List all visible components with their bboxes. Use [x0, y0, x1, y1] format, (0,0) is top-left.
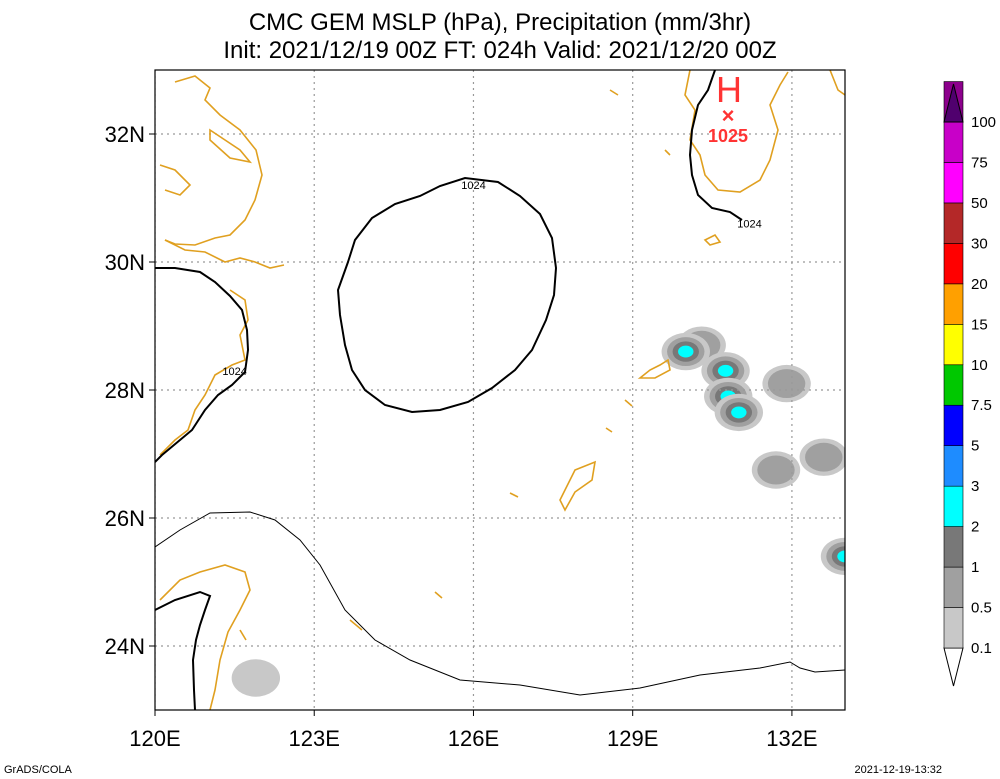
contour-label: 1024 [222, 366, 246, 378]
colorbar-segment [943, 162, 964, 204]
colorbar-label: 75 [971, 154, 988, 171]
colorbar-segment [943, 324, 964, 366]
colorbar-label: 0.5 [971, 600, 992, 617]
high-value: 1025 [708, 126, 748, 146]
coastline-estuary [159, 164, 192, 196]
precip-level-0 [231, 659, 281, 697]
high-pressure-center: H × 1025 [708, 69, 748, 146]
chart-title-line1: CMC GEM MSLP (hPa), Precipitation (mm/3h… [249, 9, 751, 36]
colorbar-label: 2 [971, 519, 979, 536]
coastlines [159, 70, 845, 710]
y-tick-label: 28N [105, 378, 145, 403]
precip-cell [751, 451, 801, 489]
high-letter: H [716, 69, 742, 110]
y-axis-ticks: 32N 30N 28N 26N 24N [105, 122, 155, 659]
contour-label: 1024 [737, 219, 761, 231]
colorbar-label: 20 [971, 276, 988, 293]
coastline-taiwan-strait [159, 564, 251, 710]
coastline-ryukyu-trench [155, 511, 845, 696]
x-tick-label: 123E [289, 726, 340, 751]
precip-cell [714, 393, 764, 432]
boundary-taiwan [155, 590, 212, 710]
coastline-amami [559, 399, 633, 512]
colorbar-label: 50 [971, 195, 988, 212]
colorbar-label: 5 [971, 438, 979, 455]
precip-cell [762, 364, 811, 403]
colorbar-upper-extend [943, 83, 964, 123]
footer-left: GrADS/COLA [4, 764, 73, 776]
footer-right: 2021-12-19-13:32 [855, 764, 942, 776]
colorbar-segment [943, 243, 964, 285]
coastline-hangzhou-bay [164, 239, 285, 269]
precip-level-3 [717, 364, 734, 377]
coastline-shanghai [164, 75, 263, 246]
precip-level-1 [805, 442, 843, 472]
x-axis-ticks: 120E 123E 126E 129E 132E [129, 710, 818, 751]
precip-cell [231, 659, 281, 697]
colorbar-segment [943, 526, 964, 568]
colorbar-segment [943, 121, 964, 163]
x-tick-label: 126E [448, 726, 499, 751]
map-area: 1024 1024 1024 H × 1025 [155, 69, 845, 710]
coastline-okinawa [239, 492, 519, 641]
y-tick-label: 26N [105, 506, 145, 531]
precipitation-layer [231, 326, 845, 697]
precip-cell [820, 537, 845, 576]
coastline-shikoku [829, 70, 845, 96]
y-tick-label: 30N [105, 250, 145, 275]
colorbar-label: 15 [971, 316, 988, 333]
colorbar-label: 3 [971, 478, 979, 495]
boundary-kyushu [688, 70, 743, 221]
chart-title-line2: Init: 2021/12/19 00Z FT: 024h Valid: 202… [223, 37, 776, 64]
land-boundaries [155, 70, 743, 710]
y-tick-label: 32N [105, 122, 145, 147]
high-marker-icon: × [722, 103, 735, 128]
colorbar-segment [943, 404, 964, 446]
colorbar-segment [943, 566, 964, 608]
colorbar-label: 7.5 [971, 397, 992, 414]
y-tick-label: 24N [105, 634, 145, 659]
x-tick-label: 129E [607, 726, 658, 751]
precip-level-1 [767, 369, 806, 399]
colorbar-label: 100 [971, 114, 996, 131]
colorbar-label: 10 [971, 357, 988, 374]
colorbar-segment [943, 607, 964, 649]
precip-level-3 [837, 550, 845, 563]
colorbar-label: 1 [971, 559, 979, 576]
coastline-yakushima [637, 358, 671, 379]
x-tick-label: 120E [129, 726, 180, 751]
coastline-small-islands [609, 89, 722, 246]
colorbar-label: 0.1 [971, 640, 992, 657]
isobar-1024-closed [336, 176, 558, 414]
contour-label: 1024 [461, 180, 485, 192]
colorbar-segment [943, 445, 964, 487]
x-tick-label: 132E [766, 726, 817, 751]
colorbar-lower-extend [943, 647, 964, 687]
coastline-island-a [209, 128, 253, 164]
boundary-china [155, 267, 250, 463]
precip-level-1 [757, 455, 795, 485]
colorbar-label: 30 [971, 235, 988, 252]
precip-level-3 [731, 406, 747, 419]
colorbar: 0.1 0.5 1 2 3 5 7.5 10 15 20 30 50 75 100 [943, 81, 996, 687]
precip-level-3 [678, 345, 694, 358]
coastline-kyushu [684, 70, 789, 193]
colorbar-segment [943, 202, 964, 244]
precip-cell [799, 438, 845, 476]
precip-cell [661, 332, 710, 371]
colorbar-segment [943, 485, 964, 527]
colorbar-segment [943, 283, 964, 325]
colorbar-segment [943, 364, 964, 406]
coastline-zhejiang [159, 289, 249, 456]
contour-labels: 1024 1024 1024 [222, 180, 761, 378]
